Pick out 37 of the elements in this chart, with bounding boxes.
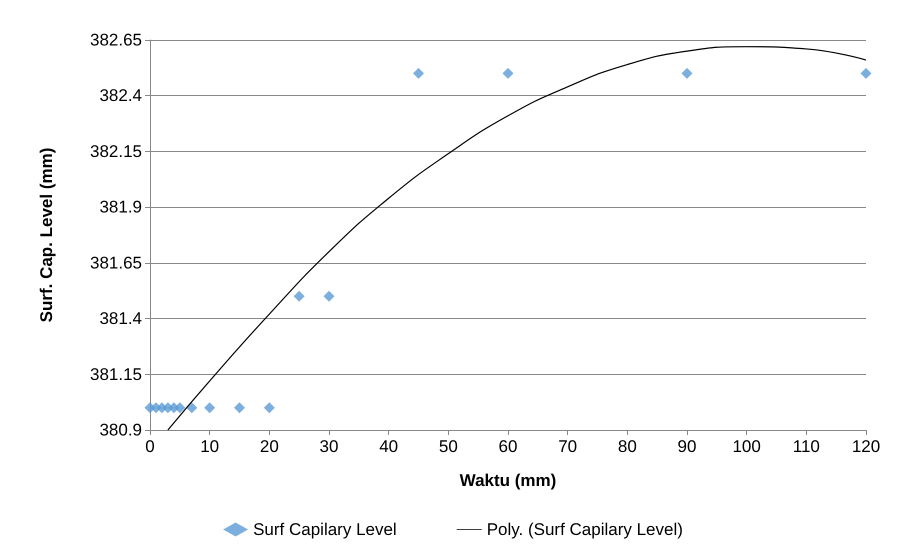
point [682,68,692,79]
x-tick-label: 110 [792,437,820,456]
legend-label: Surf Capilary Level [253,520,397,539]
x-tick-label: 70 [558,437,578,456]
legend-label: Poly. (Surf Capilary Level) [486,520,683,539]
point [234,402,245,414]
x-tick-label: 90 [678,437,696,456]
y-tick-label: 381.65 [90,253,142,272]
x-tick-label: 60 [498,437,518,456]
x-tick-label: 0 [145,437,155,456]
y-axis-title: Surf. Cap. Level (mm) [37,148,56,322]
y-tick-label: 381.9 [99,198,142,217]
y-tick-label: 381.15 [90,364,142,384]
line-series [167,46,867,431]
x-axis-title: Waktu (mm) [460,471,556,490]
point [860,68,872,79]
y-tick-label: 382.4 [99,86,142,106]
x-tick-label: 50 [438,437,458,456]
point [502,68,514,79]
y-tick-label: 382.65 [90,30,142,50]
point [186,402,198,414]
point [324,290,334,302]
point [204,402,216,414]
point [174,402,186,414]
point [264,402,275,414]
x-tick-label: 30 [320,437,338,456]
y-tick-label: 381.4 [99,309,142,328]
x-tick-label: 100 [732,437,761,456]
y-tick-label: 382.15 [90,142,142,161]
point [294,290,305,302]
point [413,68,424,79]
x-tick-label: 40 [379,437,398,456]
x-tick-label: 10 [200,437,220,456]
x-tick-label: 20 [260,437,279,456]
x-tick-label: 80 [618,437,637,456]
x-tick-label: 120 [852,437,880,456]
y-tick-label: 380.9 [99,420,142,440]
